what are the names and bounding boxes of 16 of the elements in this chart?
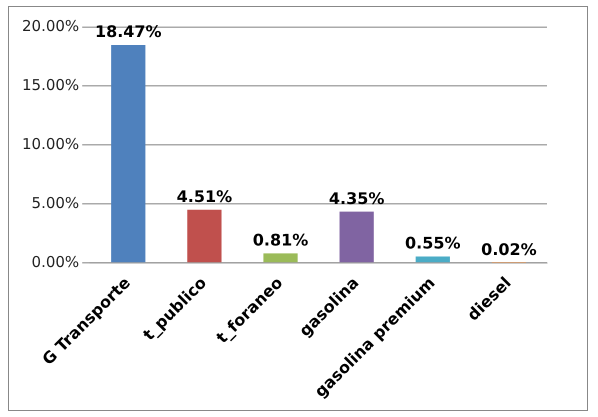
bar xyxy=(111,45,146,262)
y-tick-label: 0.00% xyxy=(32,252,80,271)
data-label: 0.81% xyxy=(252,230,308,250)
y-tick-label: 20.00% xyxy=(22,16,80,35)
data-label: 0.02% xyxy=(481,240,537,259)
bar xyxy=(416,256,450,262)
data-label: 4.35% xyxy=(328,188,384,208)
bar xyxy=(187,210,222,262)
y-tick-label: 15.00% xyxy=(22,76,80,94)
data-label: 4.51% xyxy=(176,186,232,206)
bar xyxy=(340,212,374,262)
y-tick-label: 5.00% xyxy=(32,194,80,212)
y-tick-label: 10.00% xyxy=(22,134,80,153)
data-label: 0.55% xyxy=(405,234,461,253)
bar xyxy=(263,253,298,262)
data-label: 18.47% xyxy=(94,22,162,42)
